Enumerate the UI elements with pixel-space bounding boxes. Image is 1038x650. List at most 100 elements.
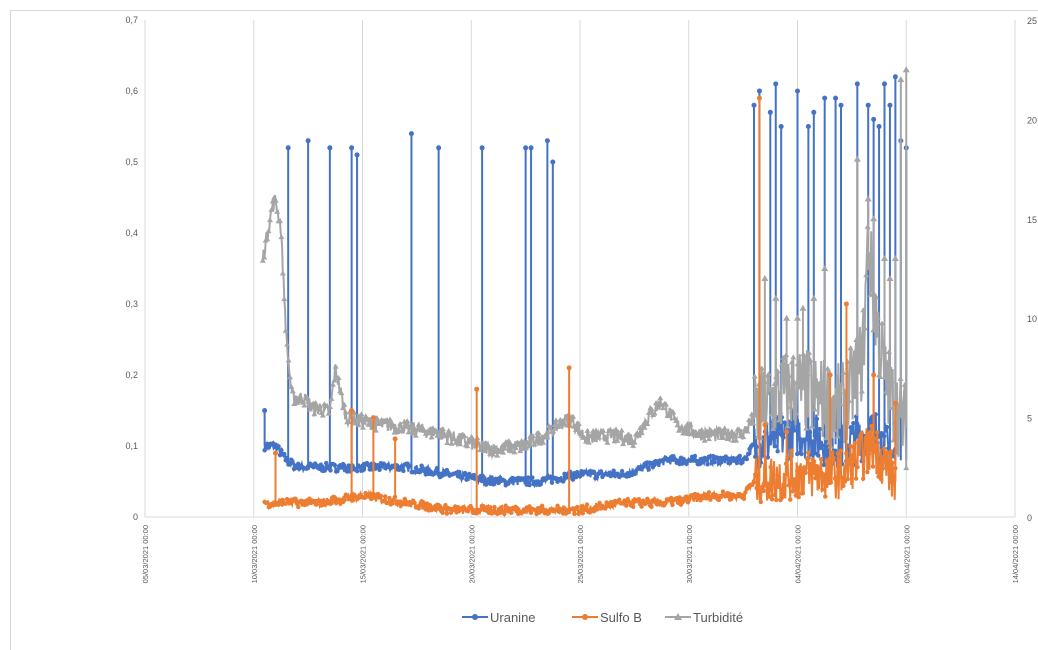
data-point bbox=[478, 507, 483, 513]
data-point bbox=[272, 197, 279, 203]
data-point bbox=[775, 449, 780, 454]
data-point bbox=[820, 399, 827, 405]
data-point bbox=[404, 418, 411, 424]
y-left-tick-label: 0,7 bbox=[125, 15, 138, 25]
data-point bbox=[784, 423, 791, 429]
data-point bbox=[656, 462, 661, 467]
legend-item: Uranine bbox=[462, 610, 536, 625]
spike-point bbox=[392, 436, 398, 442]
data-point bbox=[760, 416, 767, 422]
data-point bbox=[332, 462, 337, 468]
data-point bbox=[296, 504, 301, 510]
data-point bbox=[788, 497, 793, 502]
data-point bbox=[610, 503, 615, 509]
data-point bbox=[713, 492, 719, 498]
data-point bbox=[767, 494, 772, 499]
data-point bbox=[265, 500, 270, 506]
spike-point bbox=[833, 95, 839, 101]
spike-point bbox=[773, 81, 779, 87]
data-point bbox=[525, 443, 532, 449]
data-point bbox=[319, 412, 326, 418]
spike-point bbox=[523, 145, 529, 151]
data-point bbox=[591, 469, 597, 475]
data-point bbox=[619, 469, 625, 474]
data-point bbox=[638, 430, 645, 436]
data-point bbox=[838, 380, 845, 386]
spike-point bbox=[528, 145, 534, 151]
series-layer bbox=[259, 66, 910, 518]
data-point bbox=[550, 428, 557, 434]
data-point bbox=[834, 433, 841, 439]
data-point bbox=[837, 460, 842, 465]
y-left-tick-label: 0,5 bbox=[125, 157, 138, 167]
data-point bbox=[535, 479, 541, 484]
data-point bbox=[368, 496, 374, 502]
data-point bbox=[651, 410, 658, 416]
data-point bbox=[800, 490, 806, 496]
spike-point bbox=[870, 215, 878, 222]
data-point bbox=[757, 487, 762, 492]
spike-point bbox=[262, 408, 268, 413]
data-point bbox=[821, 472, 827, 477]
data-point bbox=[851, 420, 856, 426]
data-point bbox=[444, 440, 451, 446]
data-point bbox=[723, 430, 730, 436]
data-point bbox=[357, 465, 363, 470]
data-point bbox=[418, 502, 423, 508]
data-point bbox=[837, 401, 844, 407]
data-point bbox=[560, 479, 566, 484]
data-point bbox=[804, 370, 811, 376]
spike-point bbox=[349, 408, 355, 413]
data-point bbox=[879, 430, 884, 436]
y-right-tick-label: 0 bbox=[1027, 513, 1032, 523]
spike-point bbox=[871, 372, 877, 378]
data-point bbox=[811, 406, 818, 412]
data-point bbox=[887, 404, 894, 410]
data-point bbox=[603, 506, 608, 511]
data-point bbox=[687, 497, 692, 503]
data-point bbox=[803, 425, 810, 431]
data-point bbox=[572, 426, 579, 432]
spike-point bbox=[354, 152, 360, 158]
legend-label: Uranine bbox=[490, 610, 536, 625]
data-point bbox=[361, 419, 368, 425]
data-point bbox=[793, 410, 800, 416]
data-point bbox=[873, 449, 878, 455]
data-point bbox=[325, 410, 332, 416]
data-point bbox=[817, 426, 822, 432]
data-point bbox=[335, 375, 342, 381]
x-tick-label: 14/04/2021 00:00 bbox=[1011, 525, 1020, 583]
data-point bbox=[560, 417, 567, 423]
data-point bbox=[290, 460, 295, 465]
data-point bbox=[813, 476, 818, 481]
data-point bbox=[378, 493, 384, 499]
data-point bbox=[402, 423, 409, 429]
data-point bbox=[787, 404, 794, 410]
series-turbidit bbox=[259, 66, 910, 471]
spike-point bbox=[794, 314, 801, 321]
spike-point bbox=[853, 155, 861, 162]
data-point bbox=[304, 394, 311, 400]
data-point bbox=[726, 491, 731, 496]
data-point bbox=[645, 409, 652, 415]
data-point bbox=[870, 327, 877, 333]
data-point bbox=[511, 449, 518, 455]
data-point bbox=[549, 480, 555, 485]
data-point bbox=[338, 390, 345, 396]
data-point bbox=[282, 327, 289, 333]
data-point bbox=[788, 359, 795, 365]
data-point bbox=[803, 437, 808, 442]
data-point bbox=[847, 345, 854, 351]
data-point bbox=[705, 436, 712, 442]
data-point bbox=[628, 500, 633, 505]
data-point bbox=[796, 384, 803, 390]
data-point bbox=[552, 417, 559, 423]
data-point bbox=[528, 510, 534, 516]
spike-point bbox=[762, 422, 768, 428]
data-point bbox=[851, 393, 858, 399]
data-point bbox=[877, 472, 883, 477]
data-point bbox=[720, 489, 726, 494]
data-point bbox=[538, 482, 543, 487]
spike-point bbox=[566, 365, 572, 371]
data-point bbox=[831, 427, 838, 433]
